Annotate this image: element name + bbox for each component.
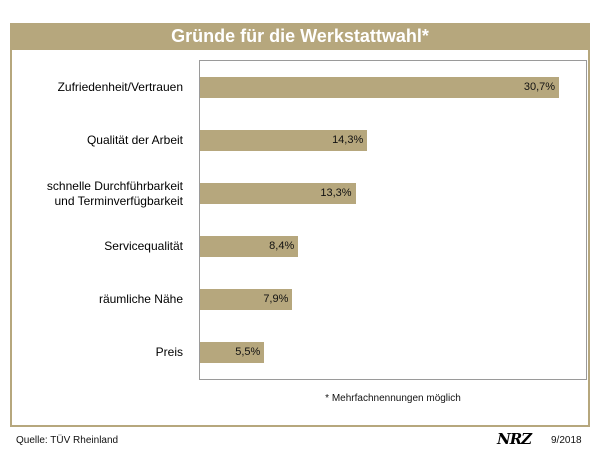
- value-label-1: 14,3%: [332, 133, 364, 146]
- chart-title: Gründe für die Werkstattwahl*: [171, 26, 429, 46]
- value-label-3: 8,4%: [269, 239, 295, 252]
- publisher-logo: NRZ: [497, 430, 532, 448]
- bar-3: [200, 236, 299, 257]
- category-label-line: schnelle Durchführbarkeit: [46, 178, 183, 193]
- category-label-1: Qualität der Arbeit: [87, 133, 183, 148]
- category-label-4: räumliche Nähe: [99, 292, 183, 307]
- publication-date: 9/2018: [551, 435, 582, 446]
- category-label-3: Servicequalität: [104, 239, 183, 254]
- category-label-line: Preis: [155, 345, 183, 359]
- category-label-0: Zufriedenheit/Vertrauen: [58, 80, 183, 95]
- category-label-2: schnelle Durchführbarkeit und Terminverfü…: [47, 179, 183, 209]
- value-label-0: 30,7%: [523, 80, 556, 93]
- source-note: Quelle: TÜV Rheinland: [16, 435, 119, 446]
- bar-0: [200, 77, 560, 98]
- value-label-5: 5,5%: [235, 345, 261, 358]
- bar-2: [200, 183, 356, 204]
- bar-5: [200, 342, 265, 363]
- chart-panel: 30,7% 14,3% 13,3% 8,4% 7,9% 5,5% Zufriedenhei…: [12, 50, 588, 448]
- footnote: * Mehrfachnennungen möglich: [325, 393, 461, 404]
- bar-1: [200, 130, 368, 151]
- category-label-5: Preis: [156, 345, 183, 360]
- category-label-line: Qualität der Arbeit: [86, 133, 183, 147]
- category-label-line: und Terminverfügbarkeit: [54, 193, 183, 208]
- plot-area: 30,7% 14,3% 13,3% 8,4% 7,9% 5,5%: [199, 60, 587, 380]
- category-label-line: Servicequalität: [104, 239, 183, 253]
- category-label-line: Zufriedenheit/Vertrauen: [57, 80, 183, 94]
- value-label-4: 7,9%: [263, 292, 289, 305]
- chart-frame: Gründe für die Werkstattwahl* 30,7% 14,3%…: [10, 23, 590, 448]
- value-label-2: 13,3%: [320, 186, 352, 199]
- bar-4: [200, 289, 293, 310]
- category-label-line: räumliche Nähe: [98, 292, 183, 306]
